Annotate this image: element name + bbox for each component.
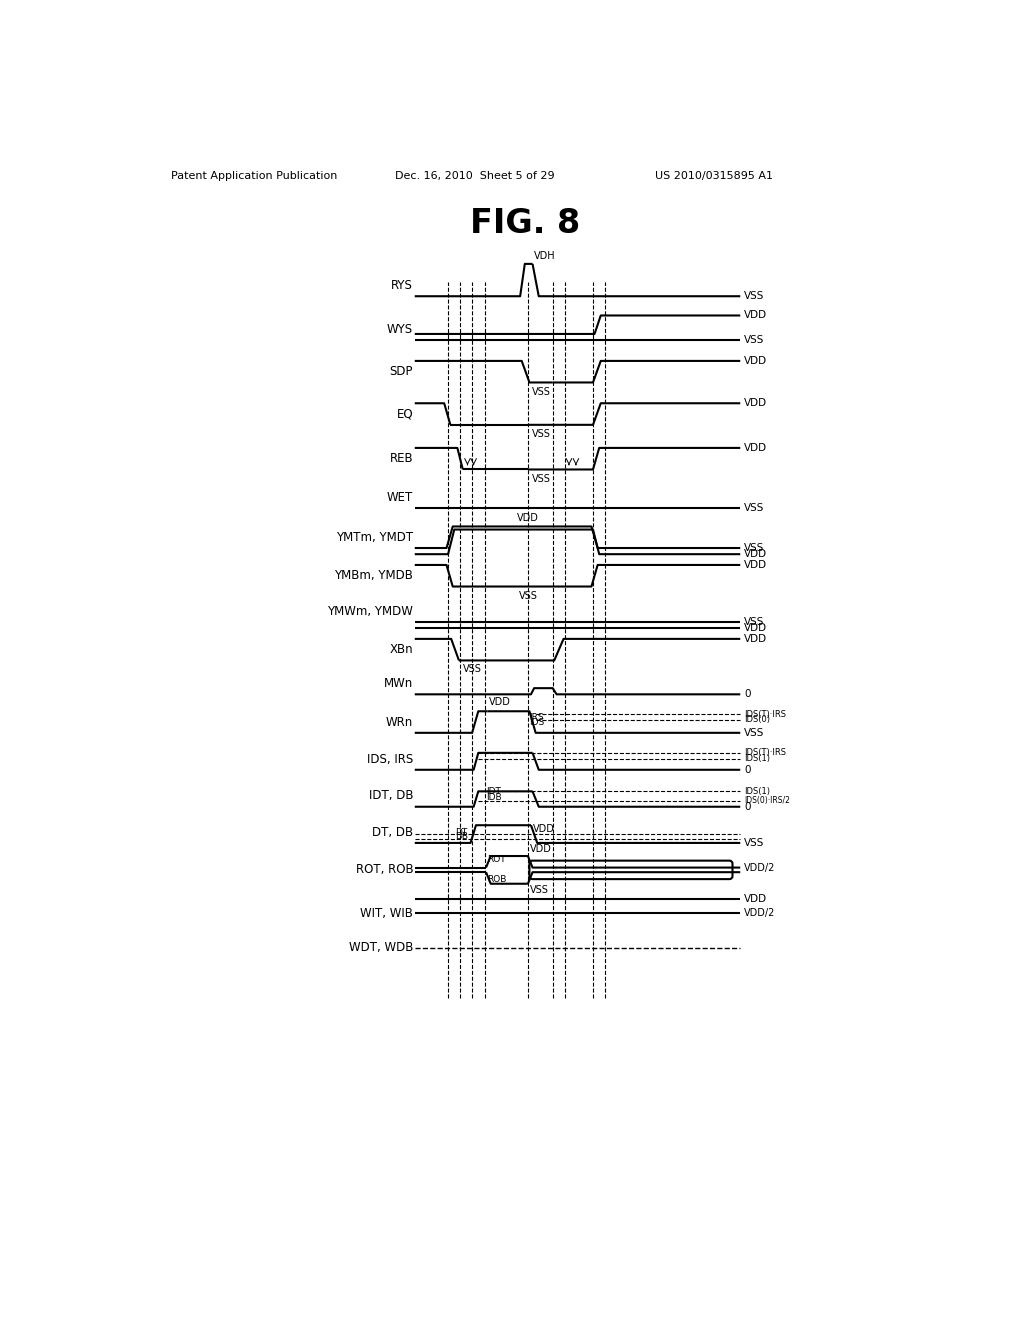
Text: VSS: VSS (744, 616, 765, 627)
Text: DB: DB (455, 833, 468, 841)
Text: VSS: VSS (744, 503, 765, 513)
Text: VDD: VDD (744, 356, 767, 366)
Text: US 2010/0315895 A1: US 2010/0315895 A1 (655, 172, 773, 181)
Text: IDT, DB: IDT, DB (369, 789, 414, 803)
Text: ROT, ROB: ROT, ROB (355, 863, 414, 876)
Text: MWn: MWn (384, 677, 414, 690)
Text: VDD: VDD (744, 549, 767, 560)
Text: IDT: IDT (486, 788, 501, 796)
Text: VSS: VSS (744, 838, 765, 847)
Text: VSS: VSS (744, 543, 765, 553)
Text: VSS: VSS (744, 292, 765, 301)
Text: VDD: VDD (517, 513, 539, 524)
Text: IRS: IRS (529, 713, 544, 722)
Text: VDD: VDD (744, 623, 767, 634)
Text: VDD: VDD (744, 399, 767, 408)
Text: VDD: VDD (744, 310, 767, 321)
Text: YMBm, YMDB: YMBm, YMDB (334, 569, 414, 582)
Text: Patent Application Publication: Patent Application Publication (171, 172, 337, 181)
Text: VDD: VDD (744, 560, 767, 570)
Text: IDS(0): IDS(0) (744, 715, 770, 725)
Text: VSS: VSS (518, 591, 538, 601)
Text: 0: 0 (744, 689, 751, 700)
Text: VSS: VSS (531, 474, 551, 484)
Text: XBn: XBn (389, 643, 414, 656)
Text: RYS: RYS (391, 279, 414, 292)
Text: VSS: VSS (529, 886, 548, 895)
Text: IDS, IRS: IDS, IRS (367, 752, 414, 766)
Text: VDD: VDD (489, 697, 511, 708)
Text: ROT: ROT (486, 855, 506, 865)
Text: IDS(1): IDS(1) (744, 755, 770, 763)
Text: VSS: VSS (744, 335, 765, 345)
Text: IDS: IDS (529, 718, 545, 727)
Text: VSS: VSS (531, 387, 551, 397)
Text: 0: 0 (744, 801, 751, 812)
Text: VDD/2: VDD/2 (744, 862, 775, 873)
Text: VDD: VDD (532, 824, 554, 834)
Text: ROB: ROB (486, 875, 506, 884)
Text: VDD: VDD (529, 845, 551, 854)
Text: WYS: WYS (387, 323, 414, 335)
Text: WDT, WDB: WDT, WDB (349, 941, 414, 954)
Text: FIG. 8: FIG. 8 (470, 207, 580, 240)
Text: VDD/2: VDD/2 (744, 908, 775, 917)
Text: SDP: SDP (390, 366, 414, 379)
Text: Dec. 16, 2010  Sheet 5 of 29: Dec. 16, 2010 Sheet 5 of 29 (395, 172, 555, 181)
Text: VSS: VSS (744, 727, 765, 738)
Text: YMWm, YMDW: YMWm, YMDW (328, 605, 414, 618)
Text: EQ: EQ (396, 408, 414, 421)
Text: IDS(0)·IRS/2: IDS(0)·IRS/2 (744, 796, 790, 805)
Text: VDD: VDD (744, 894, 767, 904)
Text: VDD: VDD (744, 634, 767, 644)
Text: REB: REB (389, 453, 414, 465)
Text: IDS(T)·IRS: IDS(T)·IRS (744, 710, 786, 719)
Text: WIT, WIB: WIT, WIB (360, 907, 414, 920)
Text: YMTm, YMDT: YMTm, YMDT (336, 531, 414, 544)
Text: WET: WET (387, 491, 414, 504)
Text: WRn: WRn (386, 715, 414, 729)
Text: DT: DT (455, 828, 467, 837)
Text: VDD: VDD (744, 444, 767, 453)
Text: IDS(1): IDS(1) (744, 787, 770, 796)
Text: IDS(T)·IRS: IDS(T)·IRS (744, 748, 786, 758)
Text: DT, DB: DT, DB (372, 825, 414, 838)
Text: IDB: IDB (486, 793, 502, 801)
Text: VDH: VDH (535, 251, 556, 261)
Text: VSS: VSS (463, 664, 481, 675)
Text: 0: 0 (744, 764, 751, 775)
Text: VSS: VSS (531, 429, 551, 440)
